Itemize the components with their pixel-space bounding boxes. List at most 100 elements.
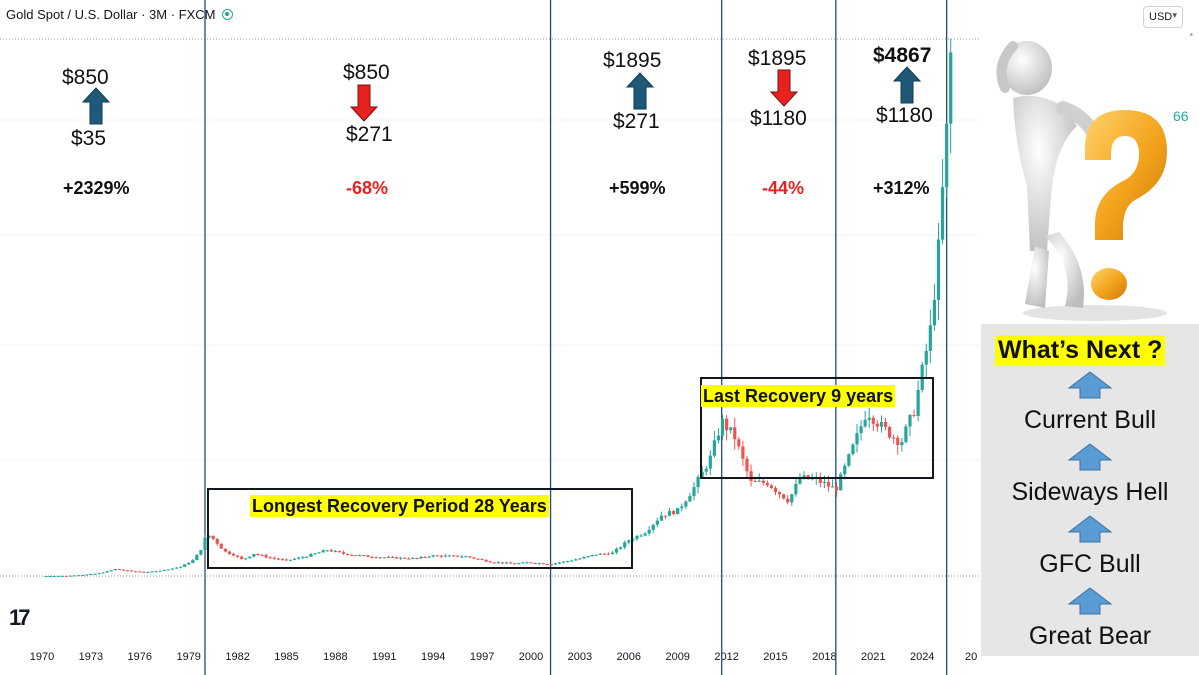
candle-body <box>688 496 692 502</box>
candle-body <box>268 557 272 559</box>
candle-body <box>541 563 545 565</box>
stage-sideways-hell: Sideways Hell <box>1011 478 1169 506</box>
candle-body <box>472 557 476 559</box>
candle-body <box>859 426 863 434</box>
candle-body <box>366 555 370 557</box>
candle-body <box>696 476 700 488</box>
candle-body <box>562 561 566 563</box>
candle-body <box>407 558 411 560</box>
currency-select[interactable]: USD ▾ <box>1143 6 1183 28</box>
candle-body <box>125 570 130 572</box>
candle-body <box>871 417 875 424</box>
period-1-change: +2329% <box>63 178 130 198</box>
candle-body <box>509 562 513 564</box>
candle-body <box>305 556 309 558</box>
candle-body <box>606 553 611 555</box>
market-status-icon <box>221 9 233 20</box>
whats-next-panel: What’s Next ? Current Bull Sideways Hell… <box>981 324 1199 656</box>
candle-body <box>252 554 256 557</box>
x-tick-2018: 2018 <box>812 651 836 663</box>
candle-body <box>663 515 668 517</box>
candle-body <box>456 555 460 557</box>
candle-body <box>598 553 602 555</box>
candle-body <box>301 557 305 559</box>
up-arrow-icon <box>1067 443 1113 471</box>
x-tick-1970: 1970 <box>30 651 54 663</box>
candle-body <box>904 426 908 443</box>
candle-body <box>684 501 688 507</box>
thinking-figure-image: 66 <box>985 36 1199 324</box>
candle-body <box>716 435 721 441</box>
candle-body <box>667 511 672 516</box>
candle-body <box>60 575 64 577</box>
candle-body <box>325 550 329 552</box>
candle-body <box>142 571 146 573</box>
candle-body <box>676 508 680 515</box>
candle-body <box>293 558 297 560</box>
candle-body <box>619 547 623 549</box>
period-2-bottom: $271 <box>346 123 393 146</box>
period-5-change: +312% <box>873 178 930 198</box>
candle-body <box>56 575 60 577</box>
period-5-bottom: $1180 <box>876 104 933 127</box>
candle-body <box>765 482 769 486</box>
x-tick-1988: 1988 <box>323 651 347 663</box>
candle-body <box>916 389 920 416</box>
candle-body <box>97 573 101 575</box>
candle-body <box>623 542 627 548</box>
candle-body <box>912 414 916 416</box>
x-tick-1985: 1985 <box>274 651 298 663</box>
candle-body <box>924 350 928 365</box>
candle-body <box>288 559 293 561</box>
candle-body <box>720 418 725 436</box>
candle-body <box>480 559 484 561</box>
candle-body <box>227 551 232 555</box>
candle-body <box>949 52 953 124</box>
candle-body <box>134 571 138 573</box>
period-1-bottom: $35 <box>71 127 107 150</box>
candle-body <box>729 427 733 431</box>
period-2-change: -68% <box>346 178 389 198</box>
candle-body <box>256 554 260 556</box>
candle-body <box>329 550 333 552</box>
x-tick-2003: 2003 <box>568 651 592 663</box>
candle-body <box>826 482 831 487</box>
symbol-title: Gold Spot / U.S. Dollar · 3M · FXCM <box>6 7 216 22</box>
candle-body <box>839 474 843 491</box>
candle-body <box>207 535 211 538</box>
candle-body <box>272 557 276 559</box>
candle-body <box>602 553 606 555</box>
candle-body <box>341 552 346 554</box>
candle-body <box>504 562 509 564</box>
longest-recovery-box <box>207 488 633 569</box>
longest-recovery-label: Longest Recovery Period 28 Years <box>250 495 549 517</box>
candle-body <box>777 491 782 495</box>
candle-body <box>757 480 761 482</box>
candle-body <box>386 557 390 559</box>
stage-gfc-bull: GFC Bull <box>1039 550 1141 578</box>
period-3-change: +599% <box>609 178 666 198</box>
candle-body <box>280 559 285 561</box>
candle-body <box>798 477 802 484</box>
candle-body <box>378 557 382 559</box>
candle-body <box>712 440 716 456</box>
axis-fragment-66: 66 <box>1173 108 1189 124</box>
candle-body <box>936 239 941 300</box>
candle-body <box>89 573 93 575</box>
x-tick-2012: 2012 <box>714 651 738 663</box>
candle-body <box>297 557 301 559</box>
candle-body <box>68 575 73 577</box>
candle-body <box>835 486 839 491</box>
candle-body <box>745 458 749 472</box>
candle-body <box>794 483 798 495</box>
candle-body <box>582 557 586 559</box>
up-arrow-icon <box>892 66 922 104</box>
candle-body <box>219 543 223 549</box>
candle-body <box>517 563 521 565</box>
candle-body <box>199 549 203 555</box>
up-arrow-icon <box>625 72 655 110</box>
candle-body <box>394 557 399 559</box>
candle-body <box>647 529 651 534</box>
candle-body <box>614 548 619 553</box>
candle-body <box>231 554 236 556</box>
